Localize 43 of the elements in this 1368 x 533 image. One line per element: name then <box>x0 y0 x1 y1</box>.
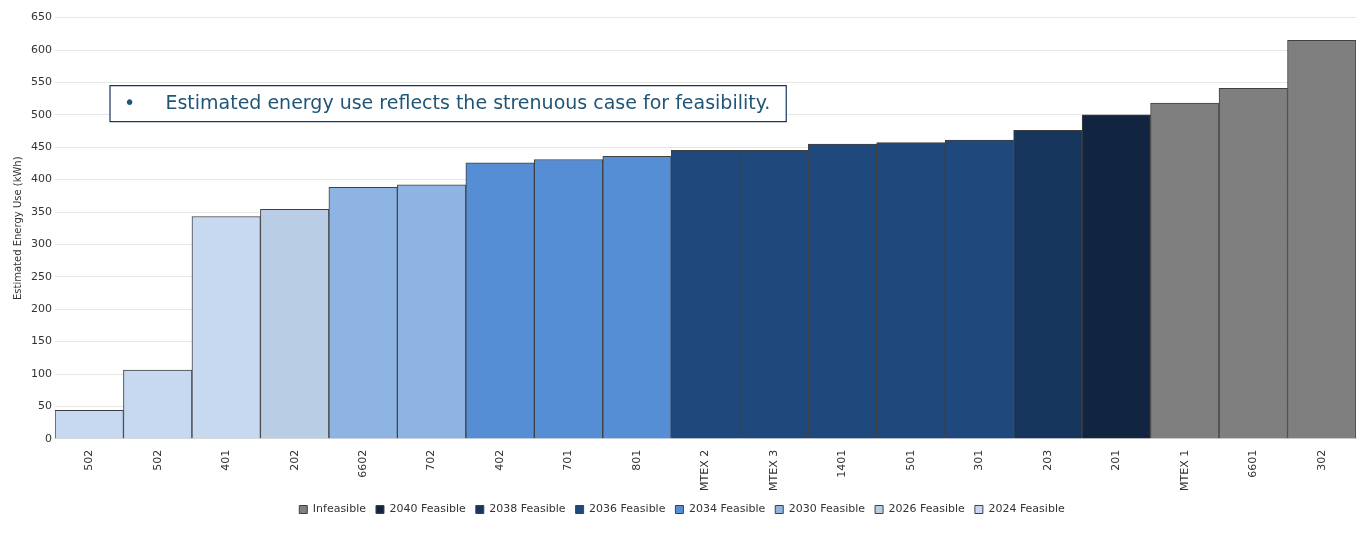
x-tick-label: 301 <box>972 449 986 471</box>
y-tick-label: 100 <box>31 366 52 380</box>
x-tick-label: 202 <box>287 449 301 471</box>
x-tick-label: 501 <box>903 449 917 471</box>
x-tick-label: 401 <box>219 449 233 471</box>
legend-label: 2034 Feasible <box>688 502 766 516</box>
x-tick-label: 201 <box>1109 449 1123 471</box>
annotation: • Estimated energy use reflects the strenuous case for feasibility. <box>124 90 771 113</box>
legend-label: 2038 Feasible <box>489 502 566 516</box>
legend-label: 2030 Feasible <box>788 502 866 516</box>
y-tick-label: 150 <box>31 334 52 348</box>
x-tick-label: 402 <box>492 449 506 471</box>
legend-label: 2036 Feasible <box>589 502 666 516</box>
y-axis-title: Estimated Energy Use (kWh) <box>11 156 23 300</box>
x-tick-label: 502 <box>150 449 164 471</box>
x-tick-label: 6602 <box>355 449 369 478</box>
x-tick-label: 6601 <box>1246 449 1260 478</box>
x-tick-label: 502 <box>82 449 96 471</box>
x-tick-label: 701 <box>561 449 575 471</box>
y-tick-label: 400 <box>31 172 52 186</box>
legend-label: 2024 Feasible <box>988 502 1065 516</box>
legend-label: Infeasible <box>312 502 367 516</box>
x-tick-label: MTEX 2 <box>698 449 712 492</box>
x-tick-label: MTEX 3 <box>766 449 780 492</box>
y-tick-label: 600 <box>31 42 52 56</box>
x-tick-label: MTEX 1 <box>1177 449 1191 492</box>
y-tick-label: 450 <box>31 140 52 154</box>
y-tick-label: 250 <box>31 269 52 283</box>
x-tick-label: 702 <box>424 449 438 471</box>
y-tick-label: 500 <box>31 107 52 121</box>
legend-label: 2040 Feasible <box>389 502 467 516</box>
y-tick-label: 650 <box>31 10 52 24</box>
y-tick-label: 200 <box>31 302 52 316</box>
x-tick-label: 302 <box>1314 449 1328 471</box>
x-tick-label: 801 <box>629 449 643 471</box>
x-tick-label: 1401 <box>835 449 849 478</box>
x-tick-label: 203 <box>1040 449 1054 471</box>
y-tick-label: 350 <box>31 204 52 218</box>
y-tick-label: 550 <box>31 75 52 89</box>
y-tick-label: 300 <box>31 237 52 251</box>
y-tick-label: 0 <box>45 431 52 445</box>
y-tick-label: 50 <box>38 399 52 413</box>
legend-label: 2026 Feasible <box>888 502 966 516</box>
